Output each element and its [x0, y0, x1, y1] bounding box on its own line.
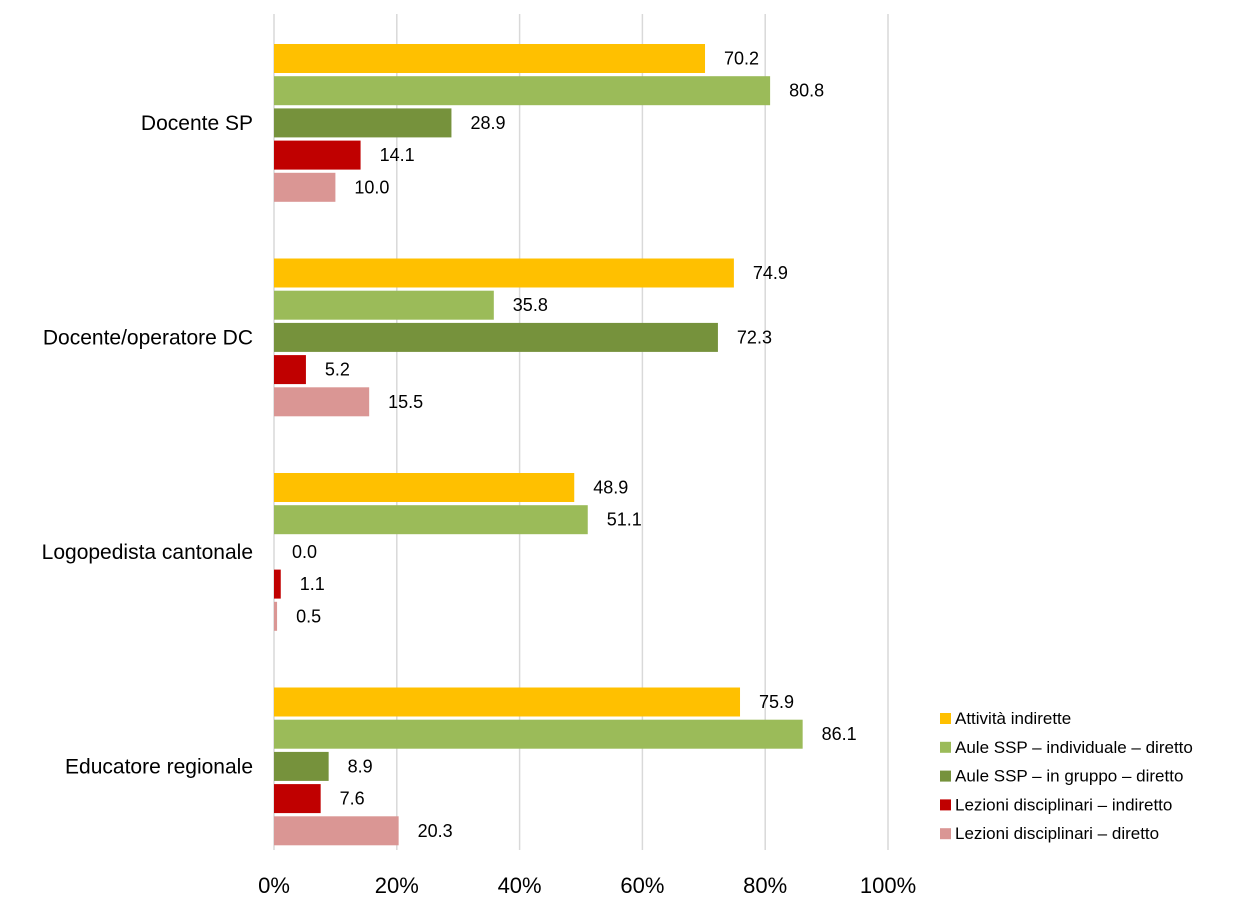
bar	[274, 355, 306, 385]
x-tick-label: 80%	[743, 873, 787, 898]
x-tick-labels: 0% 20% 40% 60% 80% 100%	[258, 873, 916, 898]
bar	[274, 322, 718, 352]
category-label: Logopedista cantonale	[42, 541, 253, 564]
bar-value-label: 35.8	[513, 295, 548, 315]
bar	[274, 601, 278, 631]
bar-value-label: 5.2	[325, 360, 350, 380]
bar	[274, 473, 575, 502]
bar	[274, 44, 706, 73]
legend-swatch	[940, 828, 951, 840]
x-tick-label: 60%	[620, 873, 664, 898]
legend-label: Attività indirette	[955, 709, 1071, 728]
bar-value-label: 15.5	[388, 392, 423, 412]
legend: Attività indirette Aule SSP – individuale…	[940, 709, 1193, 843]
bar-value-label: 8.9	[348, 756, 373, 776]
bar-value-label: 74.9	[753, 263, 788, 283]
x-tick-label: 40%	[498, 873, 542, 898]
bars	[274, 44, 803, 846]
bar	[274, 258, 734, 288]
bar-value-label: 20.3	[418, 821, 453, 841]
bar-value-label: 10.0	[354, 177, 389, 197]
bar-value-label: 86.1	[822, 724, 857, 744]
bar-value-label: 0.5	[296, 606, 321, 626]
bar-value-label: 14.1	[380, 145, 415, 165]
bar-value-label: 51.1	[607, 510, 642, 530]
legend-label: Aule SSP – individuale – diretto	[955, 738, 1193, 757]
category-label: Docente SP	[141, 112, 253, 135]
bar	[274, 505, 588, 535]
bar-value-label: 0.0	[292, 542, 317, 562]
bar-value-label: 28.9	[470, 113, 505, 133]
bar	[274, 140, 361, 170]
bar-value-label: 1.1	[300, 574, 325, 594]
category-label: Educatore regionale	[65, 755, 253, 778]
bar	[274, 751, 329, 781]
bar-value-label: 72.3	[737, 327, 772, 347]
x-tick-label: 0%	[258, 873, 290, 898]
category-label: Docente/operatore DC	[43, 326, 253, 349]
bar	[274, 108, 452, 138]
bar	[274, 387, 370, 417]
bar	[274, 76, 771, 106]
bar-value-label: 75.9	[759, 692, 794, 712]
bar	[274, 719, 803, 749]
bar-value-label: 70.2	[724, 49, 759, 69]
x-tick-label: 100%	[860, 873, 916, 898]
legend-swatch	[940, 713, 951, 724]
data-labels: 70.2 80.8 28.9 14.1 10.0 74.9 35.8 72.3 5.2 15.5 4…	[292, 49, 857, 841]
legend-swatch	[940, 770, 951, 782]
bar	[274, 687, 741, 717]
bar-value-label: 80.8	[789, 81, 824, 101]
bar	[274, 784, 321, 814]
bar	[274, 816, 399, 846]
bar-value-label: 7.6	[340, 789, 365, 809]
x-tick-label: 20%	[375, 873, 419, 898]
legend-swatch	[940, 799, 951, 811]
legend-label: Lezioni disciplinari – diretto	[955, 824, 1159, 843]
legend-label: Aule SSP – in gruppo – diretto	[955, 767, 1183, 786]
bar	[274, 569, 281, 599]
legend-swatch	[940, 741, 951, 753]
category-labels: Docente SP Docente/operatore DC Logopedist…	[42, 112, 253, 779]
legend-label: Lezioni disciplinari – indiretto	[955, 795, 1172, 814]
bar	[274, 290, 494, 320]
bar	[274, 172, 336, 202]
bar-value-label: 48.9	[593, 478, 628, 498]
